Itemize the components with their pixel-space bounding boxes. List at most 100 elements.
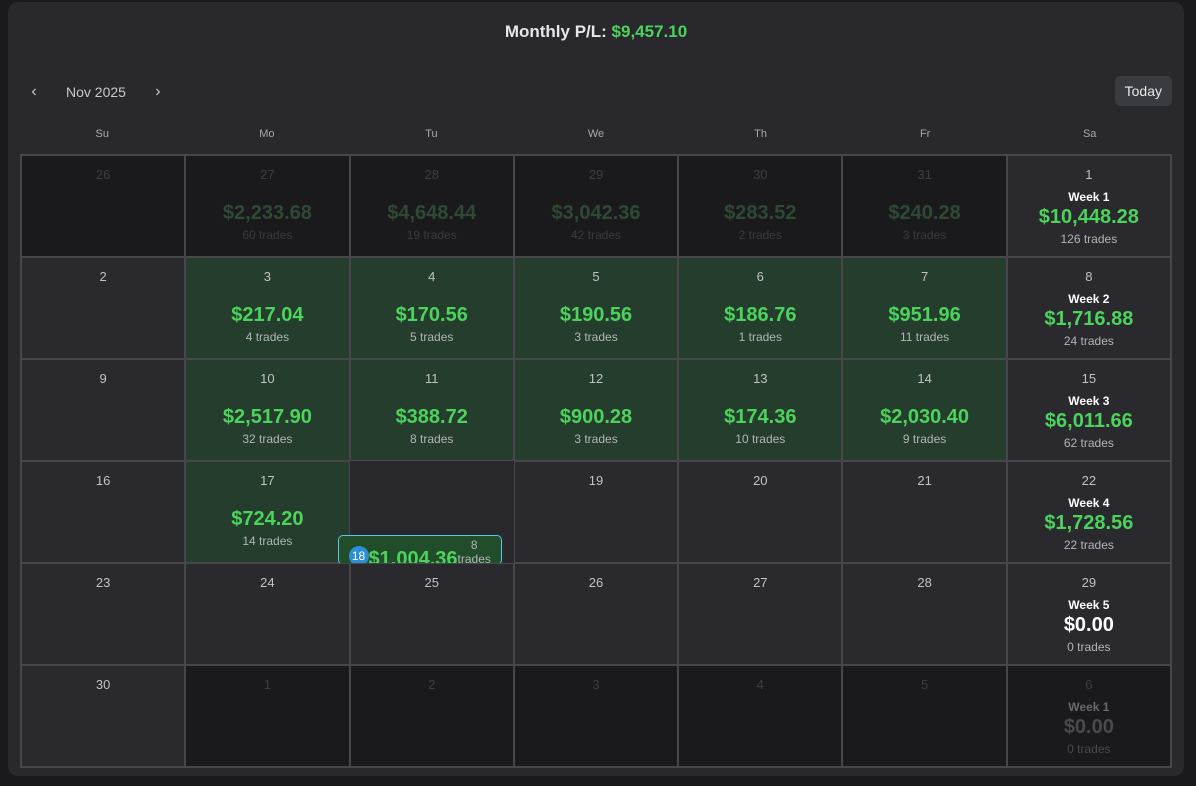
week-trade-count: 0 trades (1067, 640, 1111, 654)
day-trade-count: 11 trades (900, 330, 950, 344)
day-trade-count: 3 trades (574, 330, 618, 344)
week-label: Week 4 (1068, 496, 1110, 510)
day-cell[interactable]: 20 (678, 461, 843, 563)
day-number: 19 (588, 473, 604, 488)
day-cell[interactable]: 19 (513, 461, 679, 563)
day-cell[interactable]: 30 $283.52 2 trades (678, 155, 843, 257)
week-summary-cell[interactable]: 15 Week 3 $6,011.66 62 trades (1006, 359, 1171, 461)
day-pnl: $900.28 (559, 406, 633, 428)
week-summary-cell[interactable]: 22 Week 4 $1,728.56 22 trades (1006, 461, 1171, 563)
day-number: 29 (588, 167, 604, 182)
week-trade-count: 22 trades (1063, 538, 1114, 552)
weekday-label: Sa (1082, 128, 1097, 140)
week-trade-count: 62 trades (1063, 436, 1114, 450)
week-pnl: $1,728.56 (1044, 512, 1134, 534)
day-cell[interactable]: 9 (21, 359, 186, 461)
day-cell[interactable]: 17 $724.20 14 trades (185, 461, 350, 563)
week-summary-cell[interactable]: 8 Week 2 $1,716.88 24 trades (1006, 257, 1171, 359)
day-trade-count: 32 trades (242, 432, 293, 446)
day-number: 6 (1085, 677, 1093, 692)
day-cell[interactable]: 13 $174.36 10 trades (678, 359, 843, 461)
day-cell[interactable]: 3 (513, 665, 679, 767)
day-cell[interactable]: 14 $2,030.40 9 trades (842, 359, 1007, 461)
day-cell[interactable]: 7 $951.96 11 trades (842, 257, 1007, 359)
day-cell[interactable]: 23 (21, 563, 186, 665)
week-summary-cell[interactable]: 1 Week 1 $10,448.28 126 trades (1006, 155, 1171, 257)
day-number: 17 (260, 473, 275, 488)
day-trade-count: 9 trades (902, 432, 947, 446)
day-cell[interactable]: 2 (21, 257, 186, 359)
week-label: Week 2 (1068, 292, 1110, 306)
weekday-label: Th (754, 128, 767, 140)
day-cell[interactable]: 5 $190.56 3 trades (513, 257, 679, 359)
week-summary-cell[interactable]: 29 Week 5 $0.00 0 trades (1006, 563, 1171, 665)
day-cell[interactable]: 28 (842, 563, 1007, 665)
week-pnl: $0.00 (1063, 716, 1114, 738)
weekday-label: Su (95, 128, 110, 140)
week-summary-cell[interactable]: 6 Week 1 $0.00 0 trades (1006, 665, 1171, 767)
day-number: 9 (99, 371, 107, 386)
week-trade-count: 126 trades (1060, 232, 1118, 246)
day-trade-count: 60 trades (242, 228, 293, 242)
day-pnl: $724.20 (231, 508, 304, 530)
day-cell[interactable]: 6 $186.76 1 trades (678, 257, 843, 359)
week-label: Week 3 (1068, 394, 1110, 408)
weekday-label: Fr (919, 128, 931, 140)
day-cell[interactable]: 10 $2,517.90 32 trades (185, 359, 350, 461)
day-number: 5 (920, 677, 929, 692)
day-number: 3 (263, 269, 272, 284)
day-trade-count: 2 trades (738, 228, 782, 242)
day-cell[interactable]: 26 (513, 563, 679, 665)
chevron-left-icon[interactable]: ‹ (31, 83, 37, 100)
day-number: 29 (1081, 575, 1097, 590)
day-trade-count: 14 trades (242, 534, 293, 548)
day-cell[interactable]: 1 (185, 665, 350, 767)
day-cell[interactable]: 18 $1,004.36 8 trades (337, 535, 502, 570)
day-cell[interactable]: 4 $170.56 5 trades (349, 257, 514, 359)
day-number: 25 (424, 575, 439, 590)
day-cell[interactable]: 30 (21, 665, 186, 767)
monthly-pl-label: Monthly P/L: (504, 22, 607, 41)
day-cell[interactable]: 26 (21, 155, 186, 257)
day-number: 10 (260, 371, 275, 386)
day-cell[interactable]: 11 $388.72 8 trades (349, 359, 514, 461)
day-cell[interactable]: 16 (21, 461, 186, 563)
day-pnl: $3,042.36 (551, 202, 641, 224)
today-button[interactable]: Today (1114, 76, 1172, 106)
day-cell[interactable]: 31 $240.28 3 trades (842, 155, 1007, 257)
day-number: 4 (756, 677, 764, 692)
day-number: 30 (753, 167, 768, 182)
month-navigation: ‹ Nov 2025 › (20, 78, 172, 106)
day-number: 23 (95, 575, 111, 590)
weekday-label: We (587, 128, 605, 140)
day-pnl: $2,030.40 (880, 406, 970, 428)
day-cell[interactable]: 28 $4,648.44 19 trades (349, 155, 514, 257)
day-cell[interactable]: 2 (349, 665, 514, 767)
day-cell[interactable]: 29 $3,042.36 42 trades (513, 155, 679, 257)
current-month: Nov 2025 (66, 84, 126, 100)
week-label: Week 1 (1068, 190, 1110, 204)
day-number: 28 (917, 575, 932, 590)
day-cell[interactable]: 12 $900.28 3 trades (513, 359, 679, 461)
day-cell[interactable]: 5 (842, 665, 1007, 767)
day-cell[interactable]: 27 $2,233.68 60 trades (185, 155, 350, 257)
day-trade-count: 5 trades (410, 330, 454, 344)
day-trade-count: 19 trades (406, 228, 457, 242)
day-cell[interactable]: 21 (842, 461, 1007, 563)
day-pnl: $186.76 (724, 304, 797, 326)
day-trade-count: 8 trades (410, 432, 454, 446)
chevron-right-icon[interactable]: › (155, 83, 161, 100)
week-pnl: $10,448.28 (1038, 206, 1139, 228)
day-pnl: $388.72 (395, 406, 468, 428)
day-cell[interactable]: 25 (349, 563, 514, 665)
day-cell[interactable]: 4 (678, 665, 843, 767)
day-cell[interactable]: 24 (185, 563, 350, 665)
day-trade-count: 8 trades (457, 537, 491, 566)
day-number: 20 (753, 473, 768, 488)
day-cell[interactable]: 3 $217.04 4 trades (185, 257, 350, 359)
day-number: 4 (428, 269, 436, 284)
day-cell[interactable]: 27 (678, 563, 843, 665)
day-number: 26 (95, 167, 111, 182)
day-pnl: $283.52 (724, 202, 797, 224)
weekday-label: Mo (259, 128, 275, 140)
